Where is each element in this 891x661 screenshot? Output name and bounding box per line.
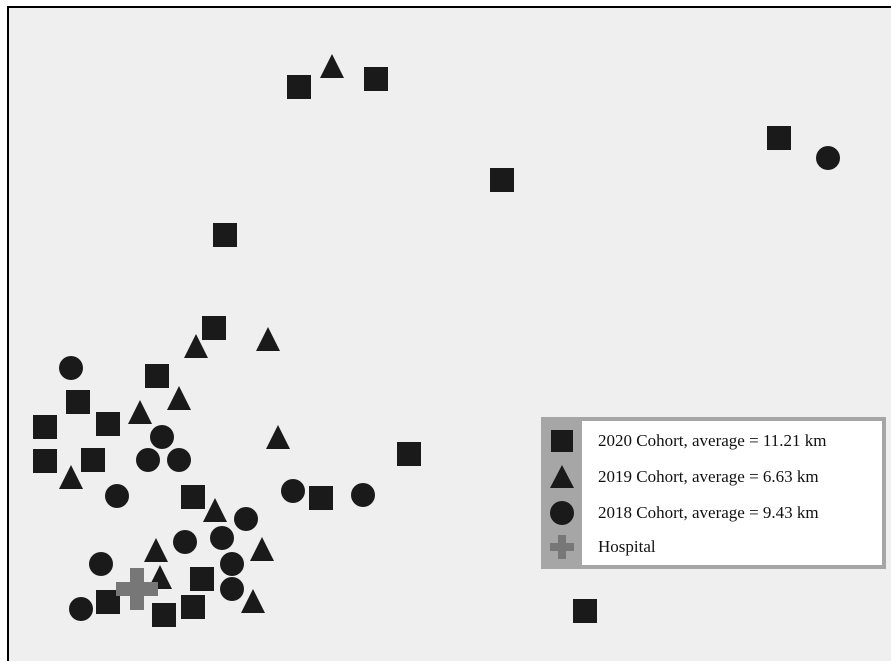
cohort-2020-marker [81, 448, 105, 472]
cohort-2019-marker [144, 538, 168, 562]
cohort-2018-marker [220, 577, 244, 601]
hospital-marker [116, 568, 158, 610]
legend-item-2020-cohort: 2020 Cohort, average = 11.21 km [545, 423, 882, 459]
cohort-2018-marker [59, 356, 83, 380]
cohort-2018-marker [89, 552, 113, 576]
cohort-2018-marker [351, 483, 375, 507]
cohort-2019-marker [203, 498, 227, 522]
cohort-2020-marker [96, 412, 120, 436]
cohort-2018-marker [105, 484, 129, 508]
cohort-2020-marker [490, 168, 514, 192]
legend-label-2020: 2020 Cohort, average = 11.21 km [598, 431, 827, 450]
legend-label-2019: 2019 Cohort, average = 6.63 km [598, 467, 819, 486]
cohort-2019-marker [266, 425, 290, 449]
legend-label-2018: 2018 Cohort, average = 9.43 km [598, 503, 819, 522]
cohort-2018-marker [136, 448, 160, 472]
cohort-2020-marker [66, 390, 90, 414]
legend-item-2018-cohort: 2018 Cohort, average = 9.43 km [545, 495, 882, 531]
cohort-2018-marker [220, 552, 244, 576]
cohort-2018-marker [234, 507, 258, 531]
cohort-2019-marker [320, 54, 344, 78]
hospital-cross-icon [550, 535, 574, 559]
legend-item-hospital: Hospital [545, 529, 882, 565]
circle-icon [550, 501, 574, 525]
cohort-2018-marker [816, 146, 840, 170]
legend-text-panel [582, 421, 882, 565]
cohort-2020-marker [33, 415, 57, 439]
cohort-2018-marker [210, 526, 234, 550]
cohort-2019-marker [128, 400, 152, 424]
cohort-2018-marker [150, 425, 174, 449]
cohort-2020-marker [181, 485, 205, 509]
cohort-2020-marker [202, 316, 226, 340]
legend: 2020 Cohort, average = 11.21 km 2019 Coh… [541, 417, 886, 569]
legend-label-hospital: Hospital [598, 537, 656, 556]
cohort-2019-marker [59, 465, 83, 489]
cohort-2020-marker [767, 126, 791, 150]
cohort-2020-marker [309, 486, 333, 510]
cohort-2019-marker [241, 589, 265, 613]
cohort-2020-marker [364, 67, 388, 91]
cohort-2019-marker [256, 327, 280, 351]
cohort-2020-marker [145, 364, 169, 388]
cohort-2018-marker [167, 448, 191, 472]
cohort-2020-marker [152, 603, 176, 627]
cohort-2020-marker [190, 567, 214, 591]
triangle-icon [550, 465, 574, 488]
cohort-2020-marker [33, 449, 57, 473]
cohort-2020-marker [397, 442, 421, 466]
cohort-2020-marker [213, 223, 237, 247]
square-icon [551, 430, 573, 452]
cohort-2018-marker [281, 479, 305, 503]
cohort-2018-marker [173, 530, 197, 554]
cohort-2019-marker [250, 537, 274, 561]
cohort-2019-marker [167, 386, 191, 410]
legend-item-2019-cohort: 2019 Cohort, average = 6.63 km [545, 459, 882, 495]
cohort-2020-marker [181, 595, 205, 619]
cohort-2018-marker [69, 597, 93, 621]
cohort-2019-marker [184, 334, 208, 358]
cohort-2020-marker [287, 75, 311, 99]
cohort-2020-marker [573, 599, 597, 623]
